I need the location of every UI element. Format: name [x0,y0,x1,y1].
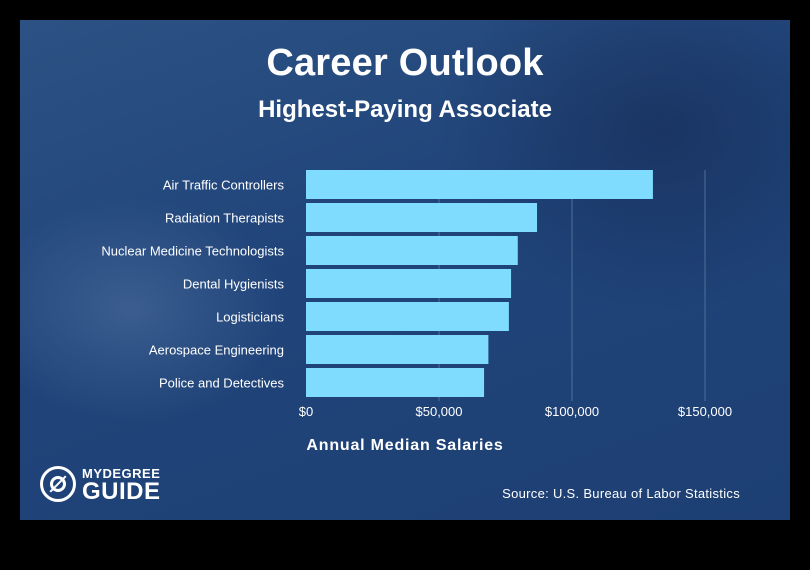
source-note: Source: U.S. Bureau of Labor Statistics [502,486,740,501]
x-tick-label-3: $150,000 [678,404,732,419]
x-axis-label: Annual Median Salaries [306,437,504,454]
category-label-1: Radiation Therapists [165,211,284,226]
bar-1 [306,203,538,232]
category-label-4: Logisticians [216,310,284,325]
category-label-2: Nuclear Medicine Technologists [101,244,284,259]
x-tick-label-2: $100,000 [545,404,599,419]
bar-6 [306,368,485,397]
chart-subtitle: Highest-Paying Associate [258,96,552,123]
mydegree-guide-logo: MYDEGREE GUIDE [40,464,190,508]
bar-2 [306,236,518,265]
chart-card: Career Outlook Highest-Paying Associate … [20,20,790,520]
x-tick-label-1: $50,000 [416,404,463,419]
logo-top-text: MYDEGREE [82,466,161,481]
bar-4 [306,302,509,331]
bar-3 [306,269,512,298]
compass-icon [40,466,76,502]
x-tick-label-0: $0 [299,404,313,419]
bar-5 [306,335,489,364]
category-label-3: Dental Hygienists [183,277,285,292]
logo-bottom-text: GUIDE [82,478,161,505]
bar-0 [306,170,653,199]
category-label-6: Police and Detectives [159,376,285,391]
bar-chart: Air Traffic Controllers Radiation Therapi… [101,170,732,419]
chart-title: Career Outlook [266,42,544,84]
category-label-0: Air Traffic Controllers [163,178,285,193]
category-label-5: Aerospace Engineering [149,343,284,358]
